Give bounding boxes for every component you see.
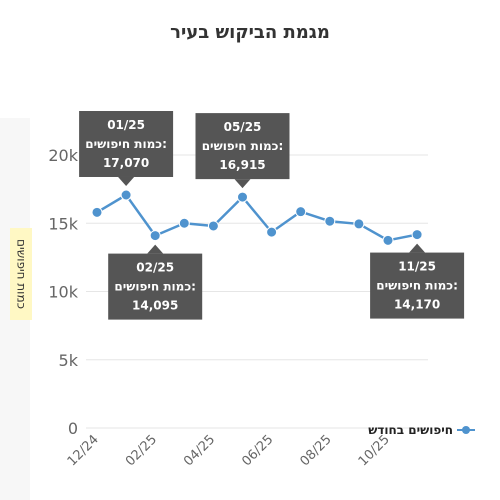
data-point — [207, 220, 219, 232]
legend-marker — [462, 426, 470, 434]
tooltip-box — [108, 253, 203, 320]
tooltip-box — [79, 110, 174, 177]
data-point — [149, 230, 161, 242]
tooltip-box — [370, 252, 465, 319]
tooltip-label: כמות חיפושים: — [85, 137, 167, 151]
data-point — [266, 226, 278, 238]
tooltip-label: כמות חיפושים: — [376, 279, 458, 293]
tooltip-month: 11/25 — [398, 260, 436, 274]
x-tick-label: 08/25 — [298, 432, 335, 469]
data-point — [91, 206, 103, 218]
tooltip-month: 02/25 — [136, 261, 174, 275]
tooltip-label: כמות חיפושים: — [202, 139, 284, 153]
tooltip-pointer — [118, 176, 135, 186]
data-point — [324, 215, 336, 227]
data-point — [295, 206, 307, 218]
x-tick-label: 02/25 — [123, 432, 160, 469]
y-tick-label: 5k — [59, 351, 79, 370]
data-point — [411, 229, 423, 241]
y-axis-title: כמות חיפושים — [15, 239, 29, 309]
tooltip-box — [195, 113, 290, 180]
data-point — [120, 189, 132, 201]
chart-title: מגמת הביקוש בעיר — [170, 22, 330, 43]
tooltip-pointer — [409, 243, 426, 253]
tooltip-pointer — [234, 179, 251, 189]
y-tick-label: 10k — [48, 283, 78, 302]
tooltip-pointer — [147, 244, 164, 254]
data-point — [353, 218, 365, 230]
y-tick-label: 20k — [48, 146, 78, 165]
data-point — [237, 191, 248, 203]
tooltip-month: 05/25 — [224, 120, 262, 134]
x-tick-label: 10/25 — [356, 432, 393, 469]
data-point — [178, 217, 190, 229]
series-line — [96, 193, 418, 242]
tooltip-value: 14,095 — [132, 299, 178, 313]
x-tick-label: 04/25 — [181, 432, 218, 469]
legend-label: חיפושים בחודש — [368, 423, 453, 437]
tooltip-month: 01/25 — [107, 118, 145, 132]
tooltip-label: כמות חיפושים: — [114, 280, 196, 294]
data-point — [382, 234, 394, 246]
tooltip-value: 17,070 — [103, 156, 149, 170]
x-tick-label: 06/25 — [239, 432, 276, 469]
tooltip-value: 14,170 — [394, 298, 440, 312]
y-tick-label: 15k — [48, 214, 78, 233]
tooltip-value: 16,915 — [219, 158, 265, 172]
y-axis-title-bg — [10, 228, 32, 320]
y-tick-label: 0 — [68, 419, 78, 438]
